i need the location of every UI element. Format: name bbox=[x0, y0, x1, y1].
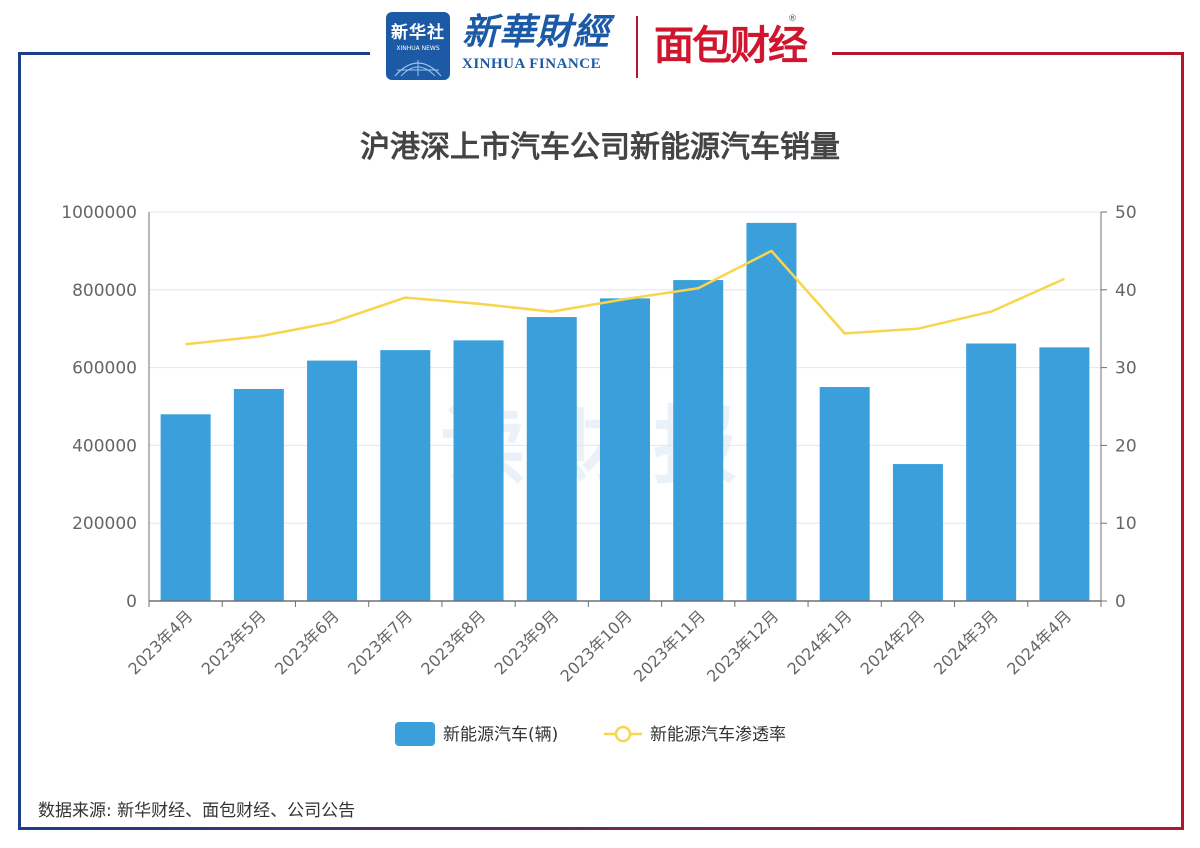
globe-icon bbox=[394, 60, 442, 77]
y-left-tick-label: 1000000 bbox=[61, 203, 137, 223]
bar bbox=[966, 343, 1017, 601]
x-tick-label: 2023年9月 bbox=[491, 606, 563, 678]
y-left-tick-label: 200000 bbox=[72, 514, 137, 534]
bar bbox=[600, 298, 650, 601]
logo-bar: 新华社 XINHUA NEWS 新華財經 XINHUA FINANCE 面包财经… bbox=[370, 6, 832, 86]
y-left-tick-label: 600000 bbox=[72, 359, 137, 379]
frame-top-right bbox=[832, 52, 1184, 55]
x-tick-label: 2024年3月 bbox=[930, 606, 1002, 678]
y-right-tick-label: 20 bbox=[1115, 436, 1137, 456]
frame-bottom bbox=[18, 827, 1184, 830]
mianbao-finance-logo: 面包财经 bbox=[654, 23, 808, 69]
legend-line-label: 新能源汽车渗透率 bbox=[650, 725, 786, 745]
xinhua-finance-logo: 新華財經 XINHUA FINANCE bbox=[462, 10, 622, 84]
x-tick-label: 2023年10月 bbox=[557, 606, 636, 685]
x-tick-label: 2023年8月 bbox=[417, 606, 489, 678]
xinhua-news-logo: 新华社 XINHUA NEWS bbox=[386, 12, 450, 80]
legend-bar-label: 新能源汽车(辆) bbox=[443, 725, 558, 745]
chart-title: 沪港深上市汽车公司新能源汽车销量 bbox=[360, 130, 840, 165]
legend-bar-swatch bbox=[395, 722, 435, 746]
xinhua-finance-en: XINHUA FINANCE bbox=[462, 56, 602, 72]
y-right-tick-label: 0 bbox=[1115, 592, 1126, 612]
y-left-tick-label: 0 bbox=[126, 592, 137, 612]
y-right-tick-label: 30 bbox=[1115, 359, 1137, 379]
xinhua-cn-text: 新华社 bbox=[391, 23, 445, 43]
bar bbox=[819, 387, 870, 601]
x-tick-label: 2023年4月 bbox=[124, 606, 196, 678]
x-tick-label: 2023年5月 bbox=[198, 606, 270, 678]
y-left-tick-label: 800000 bbox=[72, 281, 137, 301]
y-right-tick-label: 40 bbox=[1115, 281, 1137, 301]
x-tick-label: 2024年1月 bbox=[783, 606, 855, 678]
bar bbox=[673, 280, 724, 601]
bar bbox=[453, 340, 504, 601]
registered-mark: ® bbox=[788, 14, 797, 24]
xinhua-finance-cn: 新華財經 bbox=[462, 11, 611, 53]
legend-line-marker bbox=[614, 725, 632, 743]
frame-left bbox=[18, 52, 21, 830]
y-right-tick-label: 10 bbox=[1115, 514, 1137, 534]
logo-divider bbox=[636, 16, 638, 78]
x-tick-label: 2023年6月 bbox=[271, 606, 343, 678]
bar bbox=[233, 388, 284, 601]
bar bbox=[380, 350, 431, 601]
bar bbox=[892, 464, 943, 601]
frame-right bbox=[1181, 52, 1184, 830]
x-tick-label: 2023年11月 bbox=[630, 606, 709, 685]
bar bbox=[526, 317, 577, 601]
x-tick-label: 2024年4月 bbox=[1003, 606, 1075, 678]
y-left-tick-label: 400000 bbox=[72, 436, 137, 456]
bar bbox=[746, 222, 797, 601]
x-tick-label: 2024年2月 bbox=[857, 606, 929, 678]
y-right-tick-label: 50 bbox=[1115, 203, 1137, 223]
bar bbox=[1039, 347, 1090, 601]
x-tick-label: 2023年12月 bbox=[703, 606, 782, 685]
bar bbox=[160, 414, 211, 601]
bar bbox=[307, 360, 358, 601]
x-tick-label: 2023年7月 bbox=[344, 606, 416, 678]
frame-top-left bbox=[18, 52, 370, 55]
xinhua-en-text: XINHUA NEWS bbox=[396, 45, 440, 52]
data-source-note: 数据来源: 新华财经、面包财经、公司公告 bbox=[38, 801, 356, 821]
